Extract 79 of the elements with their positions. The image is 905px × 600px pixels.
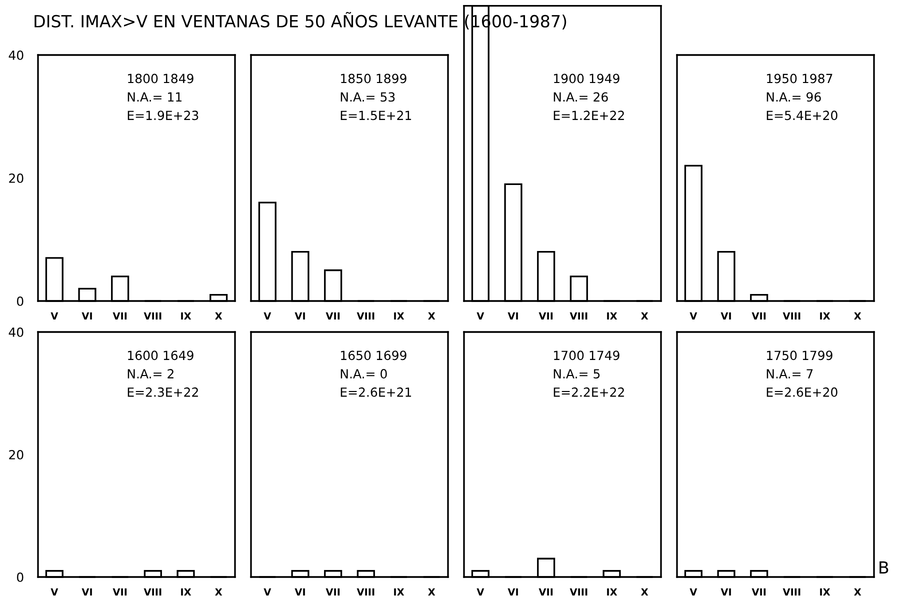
annotation: E=2.6E+20 bbox=[766, 387, 838, 397]
y-tick-label: 20 bbox=[9, 173, 24, 183]
x-tick-label: VIII bbox=[356, 588, 374, 596]
x-tick-label: VII bbox=[326, 588, 340, 596]
x-tick-label: X bbox=[854, 312, 862, 320]
x-tick-label: VII bbox=[326, 312, 340, 320]
x-tick-label: V bbox=[690, 312, 698, 320]
x-tick-label: V bbox=[476, 588, 484, 596]
x-tick-label: VI bbox=[508, 588, 518, 596]
x-tick-label: X bbox=[854, 588, 862, 596]
x-tick-label: VI bbox=[294, 312, 305, 320]
annotation: E=1.2E+22 bbox=[554, 110, 624, 120]
annotation: E=1.9E+23 bbox=[128, 110, 198, 120]
annotation: N.A.= 11 bbox=[128, 92, 182, 102]
x-tick-label: VII bbox=[112, 312, 127, 320]
x-tick-label: X bbox=[428, 588, 436, 596]
x-tick-label: VII bbox=[538, 588, 553, 596]
annotation: 1650 1699 bbox=[341, 350, 406, 360]
x-tick-label: VI bbox=[720, 588, 731, 596]
annotation: N.A.= 2 bbox=[128, 369, 174, 378]
x-tick-label: VIII bbox=[144, 312, 162, 320]
x-tick-label: V bbox=[264, 312, 272, 320]
annotation: N.A.= 5 bbox=[554, 369, 600, 378]
x-tick-label: IX bbox=[820, 588, 830, 596]
x-tick-label: V bbox=[50, 312, 58, 320]
x-tick-label: V bbox=[264, 588, 272, 596]
annotation: E=2.6E+21 bbox=[340, 387, 412, 397]
x-tick-label: V bbox=[50, 588, 58, 596]
x-tick-label: IX bbox=[181, 588, 192, 596]
x-tick-label: VIII bbox=[782, 312, 800, 320]
annotation: 1600 1649 bbox=[128, 350, 194, 360]
y-tick-label: 0 bbox=[16, 296, 24, 306]
annotation: 1750 1799 bbox=[767, 350, 832, 360]
y-tick-label: 20 bbox=[9, 450, 24, 460]
x-tick-label: IX bbox=[394, 312, 404, 320]
x-tick-label: VIII bbox=[570, 312, 588, 320]
annotation: N.A.= 96 bbox=[766, 92, 821, 102]
x-tick-label: IX bbox=[181, 312, 192, 320]
x-tick-label: IX bbox=[607, 588, 618, 596]
x-tick-label: X bbox=[641, 588, 648, 596]
x-tick-label: VII bbox=[112, 588, 127, 596]
x-tick-label: VIII bbox=[570, 588, 588, 596]
annotation: N.A.= 7 bbox=[766, 369, 813, 378]
x-tick-label: VIII bbox=[144, 588, 162, 596]
x-tick-label: V bbox=[476, 312, 484, 320]
x-tick-label: IX bbox=[394, 588, 404, 596]
x-tick-label: X bbox=[428, 312, 436, 320]
annotation: 1850 1899 bbox=[341, 74, 406, 84]
x-tick-label: VIII bbox=[782, 588, 800, 596]
annotation: E=2.3E+22 bbox=[128, 387, 198, 397]
annotation: E=1.5E+21 bbox=[340, 110, 412, 120]
annotation: 1700 1749 bbox=[554, 350, 620, 360]
annotation: 1800 1849 bbox=[128, 74, 194, 84]
annotation: E=2.2E+22 bbox=[554, 387, 624, 397]
x-tick-label: X bbox=[215, 312, 222, 320]
annotation: 1950 1987 bbox=[767, 74, 832, 84]
annotation: N.A.= 26 bbox=[554, 92, 608, 102]
x-tick-label: IX bbox=[607, 312, 618, 320]
x-tick-label: VI bbox=[720, 312, 731, 320]
x-tick-label: VI bbox=[294, 588, 305, 596]
y-tick-label: 0 bbox=[16, 572, 24, 582]
x-tick-label: VII bbox=[538, 312, 553, 320]
x-tick-label: X bbox=[215, 588, 222, 596]
x-tick-label: VII bbox=[752, 312, 766, 320]
annotation: 1900 1949 bbox=[554, 74, 620, 84]
x-tick-label: VI bbox=[508, 312, 518, 320]
x-tick-label: VI bbox=[82, 312, 92, 320]
y-tick-label: 40 bbox=[8, 50, 24, 60]
x-tick-label: VI bbox=[82, 588, 92, 596]
y-tick-label: 40 bbox=[8, 327, 24, 337]
annotation: E=5.4E+20 bbox=[766, 110, 838, 120]
x-tick-label: IX bbox=[820, 312, 830, 320]
x-tick-label: VII bbox=[752, 588, 766, 596]
annotation: N.A.= 53 bbox=[340, 92, 395, 102]
x-tick-label: VIII bbox=[356, 312, 374, 320]
annotation: N.A.= 0 bbox=[340, 369, 387, 378]
text: B bbox=[880, 561, 888, 574]
x-tick-label: X bbox=[641, 312, 648, 320]
x-tick-label: V bbox=[690, 588, 698, 596]
